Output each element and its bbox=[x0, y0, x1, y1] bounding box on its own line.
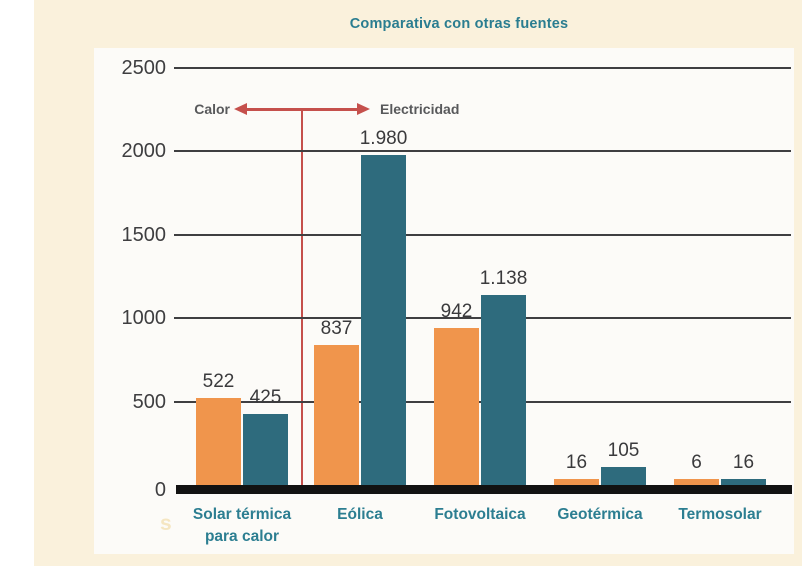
annotation-label-electricidad: Electricidad bbox=[380, 101, 460, 117]
category-label-solar-t-rmica-para-calor: Solar térmica para calor bbox=[192, 506, 292, 545]
arrow-left-icon bbox=[234, 103, 247, 115]
category-label-geot-rmica: Geotérmica bbox=[557, 506, 643, 523]
category-label-fotovoltaica: Fotovoltaica bbox=[434, 506, 526, 523]
bar-value-label: 522 bbox=[202, 371, 235, 392]
annotation-label-calor: Calor bbox=[194, 101, 230, 117]
y-axis-tick-label: 500 bbox=[132, 390, 166, 413]
bar-value-label: 16 bbox=[732, 452, 755, 473]
bar-orange-solar-t-rmica-para-calor bbox=[196, 398, 241, 485]
bar-orange-geot-rmica bbox=[554, 479, 599, 485]
x-axis-baseline bbox=[176, 485, 792, 494]
bar-value-label: 425 bbox=[249, 387, 282, 408]
bar-value-label: 16 bbox=[565, 452, 588, 473]
bar-teal-geot-rmica bbox=[601, 467, 646, 485]
category-label-e-lica: Eólica bbox=[337, 506, 383, 523]
gridline-2000 bbox=[174, 150, 791, 153]
y-axis-tick-label: 1500 bbox=[121, 223, 167, 246]
bar-orange-fotovoltaica bbox=[434, 328, 479, 485]
bar-teal-e-lica bbox=[361, 155, 406, 485]
bar-teal-fotovoltaica bbox=[481, 295, 526, 485]
plot-area: Calor Electricidad s 0 500 1000 1500 2000 250… bbox=[94, 48, 794, 554]
watermark-glyph: s bbox=[160, 512, 172, 535]
y-axis-tick-label: 2500 bbox=[121, 57, 167, 79]
bar-value-label: 1.138 bbox=[479, 268, 528, 289]
bar-value-label: 1.980 bbox=[359, 128, 408, 149]
bar-value-label: 6 bbox=[691, 452, 702, 473]
bar-value-label: 105 bbox=[607, 440, 640, 461]
category-label-termosolar: Termosolar bbox=[678, 506, 762, 523]
chart-panel: Comparativa con otras fuentes Calor Elec… bbox=[34, 0, 802, 566]
heat-electricity-divider-line bbox=[301, 109, 303, 494]
chart-card: Calor Electricidad s 0 500 1000 1500 2000 250… bbox=[94, 48, 794, 554]
arrow-right-icon bbox=[357, 103, 370, 115]
bar-orange-e-lica bbox=[314, 345, 359, 485]
gridline-1500 bbox=[174, 233, 791, 236]
bar-value-label: 837 bbox=[320, 318, 353, 339]
y-axis-tick-label: 2000 bbox=[121, 140, 167, 163]
gridline-2500 bbox=[174, 67, 791, 69]
chart-title: Comparativa con otras fuentes bbox=[349, 16, 569, 32]
bar-teal-solar-t-rmica-para-calor bbox=[243, 414, 288, 485]
y-axis-tick-label: 1000 bbox=[121, 307, 167, 330]
y-axis-tick-label: 0 bbox=[154, 478, 166, 501]
bar-teal-termosolar bbox=[721, 479, 766, 485]
bar-orange-termosolar bbox=[674, 479, 719, 485]
bar-value-label: 942 bbox=[440, 301, 473, 322]
